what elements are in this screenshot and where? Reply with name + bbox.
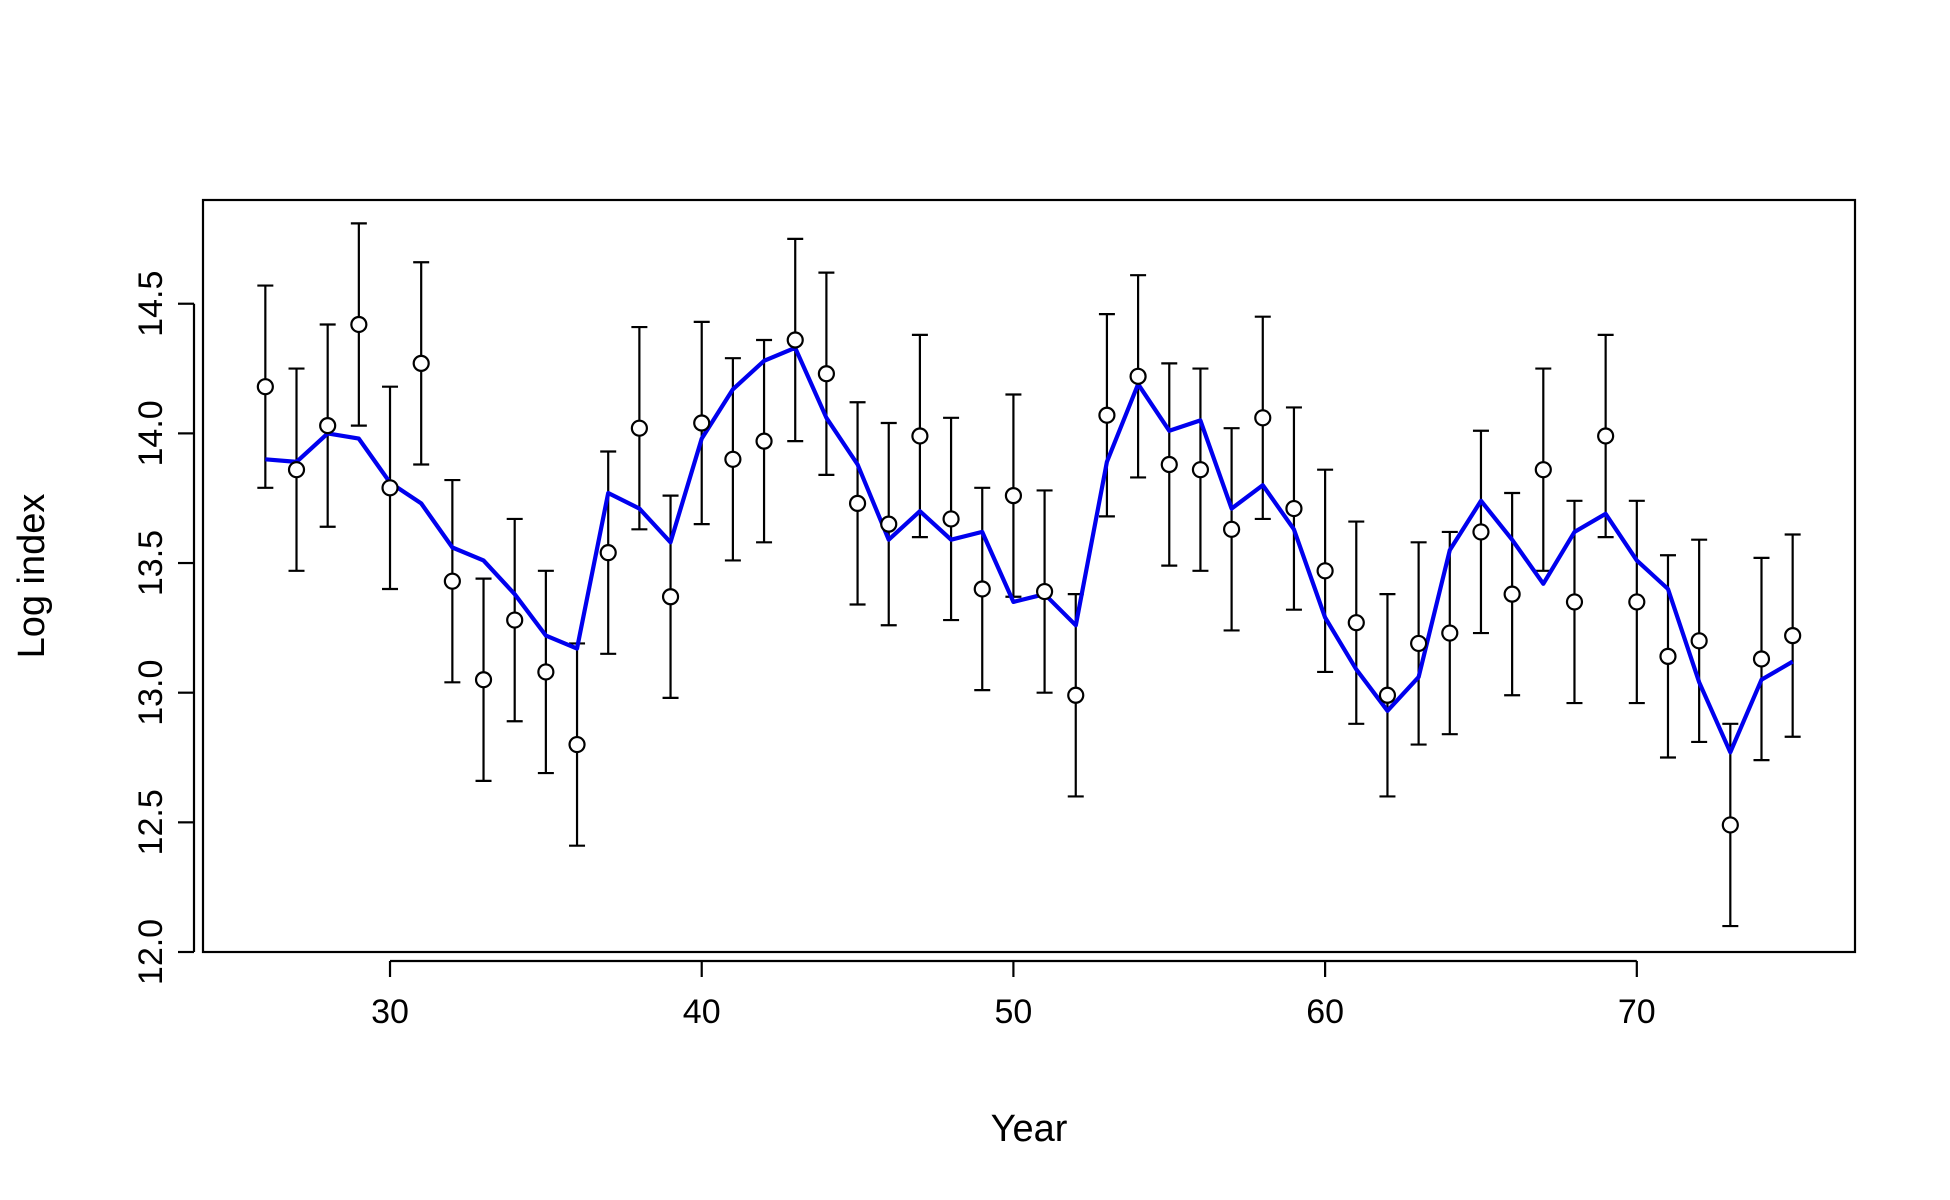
y-tick-label-12.5: 12.5	[132, 789, 170, 855]
data-point-58	[1254, 409, 1272, 427]
y-tick-label-14.5: 14.5	[132, 271, 170, 337]
x-tick-label-50: 50	[995, 993, 1033, 1031]
y-tick-label-13.5: 13.5	[132, 530, 170, 596]
data-point-37	[599, 544, 617, 562]
data-point-29	[350, 315, 368, 334]
data-point-54	[1129, 367, 1147, 385]
data-point-68	[1565, 593, 1584, 611]
data-point-57	[1223, 520, 1241, 538]
x-tick-label-70: 70	[1618, 993, 1656, 1031]
data-point-44	[817, 365, 835, 383]
fitted-line	[265, 345, 1794, 755]
data-point-27	[287, 461, 306, 479]
data-point-60	[1316, 562, 1334, 580]
data-point-72	[1690, 632, 1708, 650]
data-point-41	[724, 450, 742, 468]
data-point-65	[1472, 523, 1490, 541]
errorbars-group	[257, 222, 1801, 928]
y-axis: 12.0 12.5 13.0 13.5 14.0 14.5	[132, 271, 196, 985]
x-axis: 30 40 50 60 70	[371, 959, 1656, 1031]
y-tick-label-14: 14.0	[132, 400, 170, 466]
plot-frame	[201, 198, 1857, 954]
data-point-51	[1035, 582, 1054, 601]
y-axis-label: Log index	[11, 494, 53, 659]
fitted-line-group	[265, 345, 1794, 755]
data-point-73	[1721, 816, 1739, 834]
data-point-40	[693, 414, 711, 432]
data-point-59	[1285, 499, 1303, 518]
data-point-62	[1378, 686, 1397, 704]
data-point-42	[755, 432, 773, 450]
x-tick-label-30: 30	[371, 993, 409, 1031]
data-point-64	[1441, 624, 1459, 642]
x-tick-label-60: 60	[1306, 993, 1344, 1031]
data-point-66	[1503, 585, 1521, 603]
data-point-70	[1628, 593, 1646, 611]
data-point-71	[1659, 647, 1677, 665]
data-point-30	[381, 479, 399, 497]
data-point-53	[1098, 406, 1116, 424]
data-point-28	[319, 417, 337, 435]
x-tick-label-40: 40	[683, 993, 721, 1031]
data-point-33	[474, 671, 493, 689]
data-point-63	[1410, 634, 1428, 653]
x-axis-label: Year	[991, 1108, 1068, 1150]
data-point-36	[568, 735, 586, 754]
data-point-38	[630, 419, 648, 437]
y-tick-label-13: 13.0	[132, 660, 170, 726]
data-point-35	[537, 663, 555, 681]
data-point-49	[973, 580, 991, 598]
points-group	[256, 315, 1802, 834]
data-point-39	[661, 588, 680, 606]
data-point-75	[1784, 627, 1802, 645]
data-point-74	[1752, 650, 1771, 668]
data-point-52	[1067, 686, 1085, 704]
data-point-31	[412, 354, 430, 372]
data-point-47	[911, 427, 929, 445]
data-point-26	[256, 378, 274, 396]
data-point-45	[848, 494, 867, 512]
data-point-56	[1191, 461, 1210, 479]
data-point-50	[1004, 487, 1023, 505]
data-point-43	[786, 331, 804, 349]
data-point-69	[1597, 427, 1615, 445]
data-point-32	[443, 572, 461, 590]
data-point-34	[506, 611, 524, 629]
data-point-46	[880, 515, 898, 533]
data-point-67	[1534, 461, 1552, 479]
data-point-55	[1160, 455, 1178, 474]
y-tick-label-12: 12.0	[132, 919, 170, 985]
data-point-61	[1347, 614, 1365, 632]
data-point-48	[942, 510, 960, 528]
